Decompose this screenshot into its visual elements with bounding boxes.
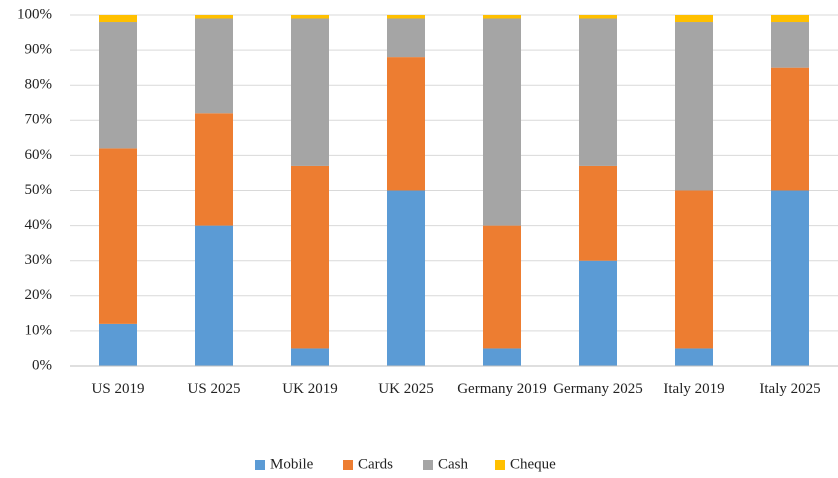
y-tick-label: 60% — [25, 147, 53, 163]
bar-segment — [195, 18, 233, 114]
bar-segment — [483, 225, 521, 349]
bar-segment — [291, 165, 329, 349]
bar-segment — [387, 57, 425, 191]
y-tick-label: 100% — [17, 6, 52, 22]
y-tick-label: 50% — [25, 182, 53, 198]
bar-segment — [99, 22, 137, 149]
bar-segment — [195, 225, 233, 366]
bar-segment — [771, 22, 809, 68]
bar-segment — [579, 15, 617, 19]
y-tick-label: 40% — [25, 217, 53, 233]
legend-swatch — [495, 460, 505, 470]
bar-segment — [771, 15, 809, 23]
bar-segment — [291, 15, 329, 19]
x-tick-label: UK 2019 — [282, 381, 338, 397]
bar-segment — [99, 15, 137, 23]
bar-segment — [483, 15, 521, 19]
bar-segment — [675, 22, 713, 191]
legend-label: Mobile — [270, 456, 314, 472]
bar-segment — [675, 15, 713, 23]
bar-segment — [195, 15, 233, 19]
legend-swatch — [343, 460, 353, 470]
x-tick-label: Germany 2025 — [553, 381, 643, 397]
bar-segment — [579, 260, 617, 366]
bar-segment — [675, 348, 713, 366]
bar-segment — [99, 148, 137, 324]
bar-segment — [387, 190, 425, 366]
bar-segment — [387, 18, 425, 58]
bar-segment — [291, 348, 329, 366]
legend-label: Cash — [438, 456, 469, 472]
bar-segment — [771, 190, 809, 366]
x-tick-label: Italy 2025 — [759, 381, 821, 397]
bar-segment — [483, 348, 521, 366]
bar-segment — [195, 113, 233, 226]
legend-swatch — [423, 460, 433, 470]
bar-segment — [291, 18, 329, 166]
y-tick-label: 90% — [25, 42, 53, 58]
bar-segment — [579, 165, 617, 261]
x-tick-label: UK 2025 — [378, 381, 434, 397]
y-tick-label: 10% — [25, 322, 53, 338]
y-tick-label: 80% — [25, 77, 53, 93]
legend-swatch — [255, 460, 265, 470]
y-tick-label: 0% — [32, 357, 52, 373]
bar-segment — [771, 67, 809, 191]
bar-segment — [387, 15, 425, 19]
x-tick-label: US 2025 — [187, 381, 241, 397]
legend-label: Cards — [358, 456, 393, 472]
x-tick-label: Germany 2019 — [457, 381, 547, 397]
legend-label: Cheque — [510, 456, 556, 472]
bar-segment — [99, 323, 137, 366]
x-tick-label: US 2019 — [91, 381, 145, 397]
y-tick-label: 30% — [25, 252, 53, 268]
y-tick-label: 70% — [25, 112, 53, 128]
bar-segment — [675, 190, 713, 349]
bar-segment — [579, 18, 617, 166]
x-tick-label: Italy 2019 — [663, 381, 725, 397]
y-tick-label: 20% — [25, 287, 53, 303]
bar-segment — [483, 18, 521, 226]
